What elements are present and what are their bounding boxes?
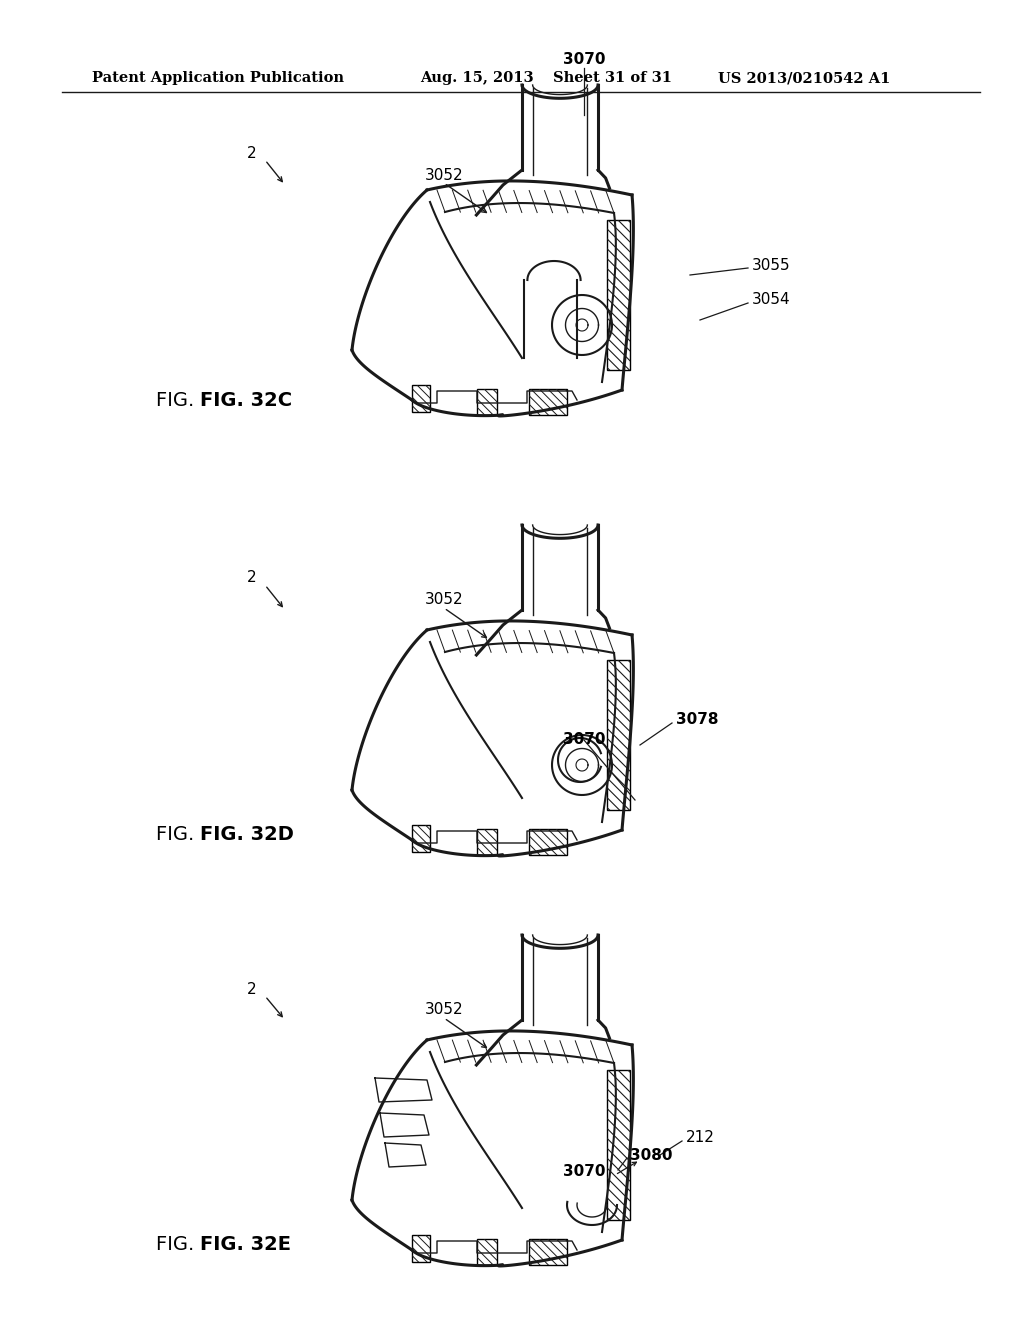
Text: 3070: 3070	[563, 1164, 605, 1180]
Text: Patent Application Publication: Patent Application Publication	[92, 71, 344, 84]
Text: Aug. 15, 2013: Aug. 15, 2013	[420, 71, 534, 84]
Text: 2: 2	[247, 145, 257, 161]
Text: FIG. 32D: FIG. 32D	[200, 825, 294, 845]
Text: 3078: 3078	[676, 713, 719, 727]
Text: 2: 2	[247, 982, 257, 998]
Text: 3054: 3054	[752, 293, 791, 308]
Text: 3080: 3080	[630, 1147, 673, 1163]
Text: 2: 2	[247, 570, 257, 586]
Text: Sheet 31 of 31: Sheet 31 of 31	[553, 71, 672, 84]
Text: FIG. 32C: FIG. 32C	[200, 391, 292, 409]
Text: FIG.: FIG.	[156, 825, 200, 845]
Text: 3052: 3052	[425, 593, 463, 607]
Text: US 2013/0210542 A1: US 2013/0210542 A1	[718, 71, 891, 84]
Text: FIG.: FIG.	[156, 391, 200, 409]
Text: FIG. 32E: FIG. 32E	[200, 1236, 291, 1254]
Text: FIG.: FIG.	[156, 1236, 200, 1254]
Text: 3052: 3052	[425, 1002, 463, 1018]
Text: 212: 212	[686, 1130, 715, 1146]
Text: 3055: 3055	[752, 257, 791, 272]
Text: 3070: 3070	[563, 733, 605, 747]
Text: 3070: 3070	[563, 53, 605, 67]
Text: 3052: 3052	[425, 168, 463, 182]
